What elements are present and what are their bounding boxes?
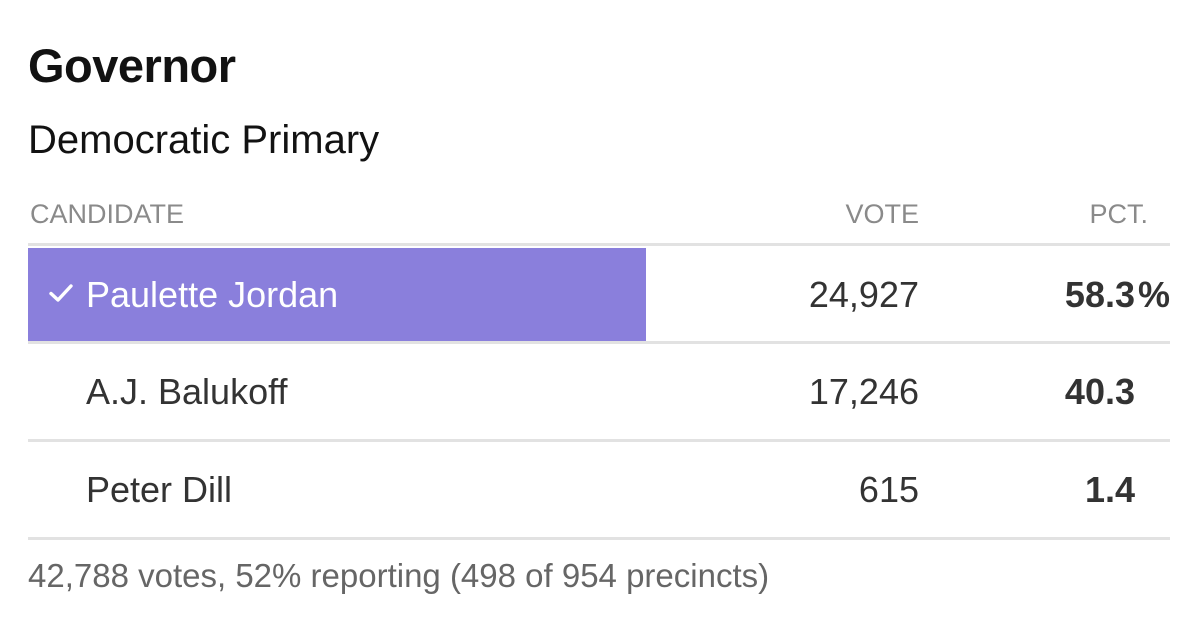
table-row: Peter Dill 615 1.4 <box>28 442 1170 540</box>
candidate-name: Paulette Jordan <box>86 274 339 315</box>
candidate-pct: 58.3 % <box>1030 248 1170 341</box>
candidate-votes: 17,246 <box>808 371 919 412</box>
checkmark-icon <box>49 284 73 302</box>
header-candidate: CANDIDATE <box>30 199 185 229</box>
race-subtitle: Democratic Primary <box>28 118 380 162</box>
candidate-votes: 615 <box>858 469 919 510</box>
race-title: Governor <box>28 39 236 92</box>
table-row-winner: Paulette Jordan 24,927 58.3 % <box>28 248 1170 344</box>
pct-value: 58.3 <box>1064 274 1135 315</box>
winner-bar <box>28 248 646 341</box>
header-vote: VOTE <box>845 199 919 229</box>
table-row: A.J. Balukoff 17,246 40.3 <box>28 344 1170 442</box>
table-header: CANDIDATE VOTE PCT. <box>28 190 1170 246</box>
results-table: CANDIDATE VOTE PCT. Paulette Jordan 24,9… <box>28 190 1170 540</box>
header-pct: PCT. <box>1089 199 1148 229</box>
pct-symbol: % <box>1137 274 1170 315</box>
pct-value: 40.3 <box>1064 371 1135 412</box>
reporting-summary: 42,788 votes, 52% reporting (498 of 954 … <box>28 557 770 594</box>
pct-value: 1.4 <box>1084 469 1135 510</box>
candidate-votes: 24,927 <box>808 274 919 315</box>
candidate-name: Peter Dill <box>86 469 233 510</box>
candidate-pct: 1.4 <box>1030 442 1170 537</box>
candidate-pct: 40.3 <box>1030 344 1170 439</box>
candidate-name: A.J. Balukoff <box>86 371 288 412</box>
